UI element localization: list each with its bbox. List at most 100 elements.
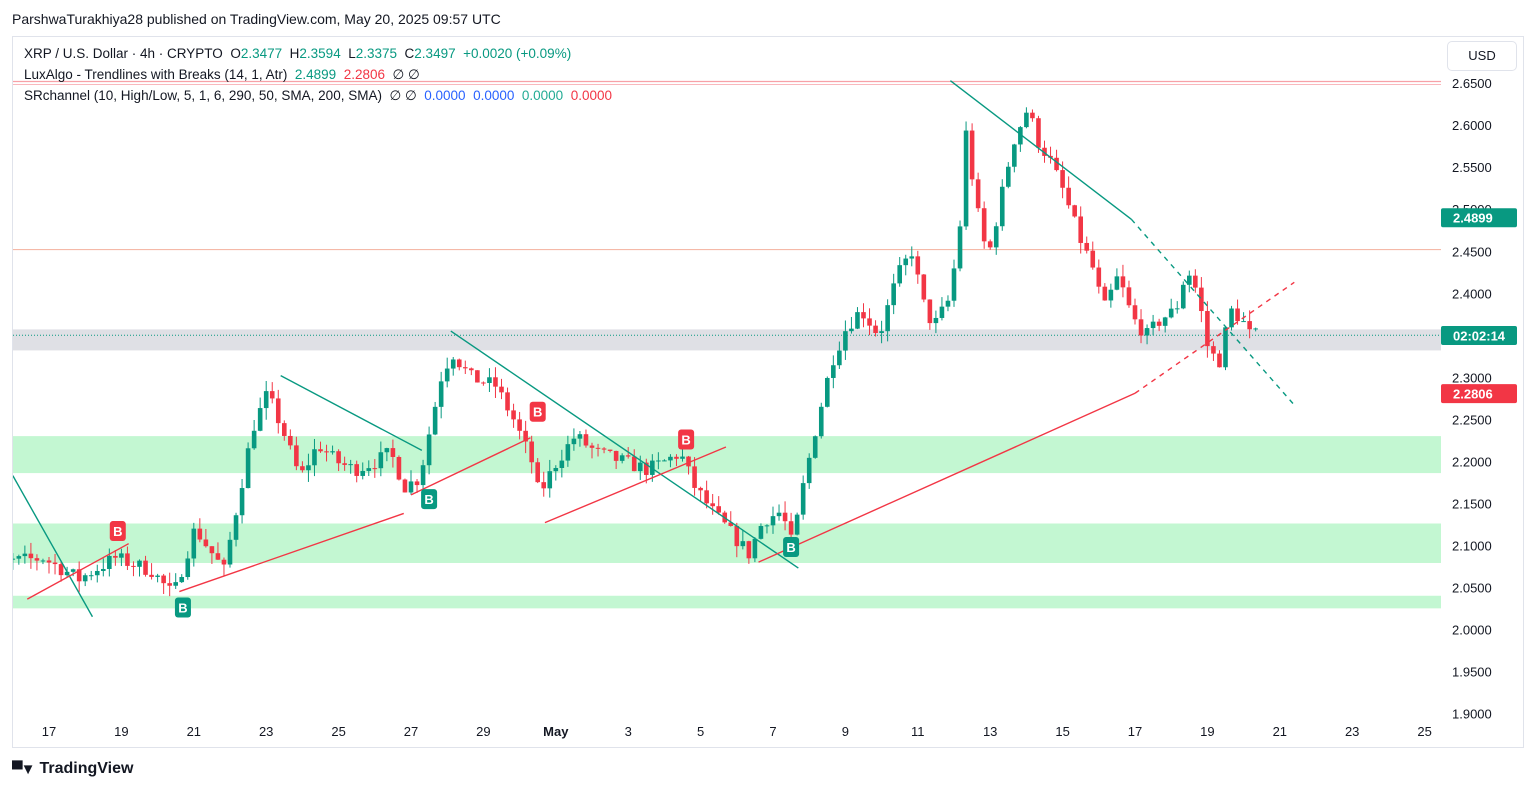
candle-body: [94, 570, 100, 576]
candle-body: [915, 256, 921, 275]
currency-button[interactable]: USD: [1447, 41, 1517, 71]
candle: [861, 303, 866, 328]
candle: [559, 449, 565, 478]
candle-body: [764, 525, 770, 527]
candle-body: [879, 331, 884, 333]
candle: [1030, 109, 1035, 122]
candle: [275, 389, 281, 434]
candle: [1205, 301, 1210, 358]
candle: [1036, 115, 1041, 153]
candle: [710, 494, 715, 515]
break-label-box: [109, 521, 126, 542]
candle: [891, 273, 896, 315]
candle: [131, 561, 136, 577]
candle: [113, 550, 118, 566]
candle-body: [499, 386, 504, 393]
candle-body: [336, 451, 341, 464]
candle: [1150, 314, 1156, 336]
candle: [843, 320, 848, 360]
trendlines: [13, 80, 1295, 618]
indicator1-name[interactable]: LuxAlgo - Trendlines with Breaks (14, 1,…: [24, 67, 288, 82]
candle: [1199, 277, 1204, 323]
candle: [565, 435, 571, 467]
candle: [173, 573, 178, 589]
candle-body: [1180, 284, 1186, 309]
candle-body: [149, 574, 154, 577]
candle: [571, 428, 577, 451]
x-tick-label: 23: [1345, 724, 1359, 739]
candle-body: [16, 556, 22, 559]
indicator2-name[interactable]: SRchannel (10, High/Low, 5, 1, 6, 290, 5…: [24, 88, 382, 103]
candle: [951, 259, 957, 307]
candle-body: [595, 447, 601, 449]
candle: [619, 453, 625, 464]
price-tag-box: [1441, 384, 1517, 404]
candle: [782, 501, 788, 531]
candle: [601, 447, 607, 454]
chart-frame[interactable]: [12, 36, 1524, 748]
candle: [945, 295, 951, 312]
candle: [788, 512, 794, 542]
y-tick-label: 2.3000: [1452, 370, 1492, 385]
candle: [1162, 316, 1168, 333]
legend-h-label: H: [289, 46, 300, 61]
legend-change: +0.0020 (+0.09%): [463, 46, 572, 61]
candle: [1144, 324, 1150, 345]
candle: [933, 310, 939, 334]
candle: [1187, 270, 1192, 293]
candle-body: [119, 553, 124, 558]
legend-indicator-2[interactable]: SRchannel (10, High/Low, 5, 1, 6, 290, 5…: [24, 88, 612, 104]
candle-body: [245, 448, 251, 489]
candle: [595, 443, 601, 457]
trendline-9: [758, 392, 1136, 563]
candle-body: [993, 226, 999, 248]
candle: [921, 273, 927, 303]
candle-body: [64, 571, 70, 576]
candle: [336, 449, 341, 472]
x-tick-label: 3: [625, 724, 632, 739]
publisher-line: ParshwaTurakhiya28 published on TradingV…: [12, 11, 501, 27]
candle: [384, 447, 390, 462]
candle: [885, 299, 890, 342]
legend-o-label: O: [230, 46, 241, 61]
candle: [101, 558, 106, 577]
candle-body: [758, 526, 764, 539]
footer-brand-label: TradingView: [39, 760, 134, 777]
candle: [137, 559, 142, 577]
candle-body: [855, 312, 860, 329]
candle: [1102, 283, 1108, 301]
candle: [469, 367, 474, 376]
candle-body: [450, 359, 456, 369]
candle-body: [366, 468, 372, 471]
candlestick-series: [0, 107, 1258, 597]
legend-symbol[interactable]: XRP / U.S. Dollar · 4h · CRYPTO: [24, 46, 223, 61]
candle-body: [288, 435, 293, 446]
candle-body: [82, 575, 88, 582]
candle-body: [1078, 216, 1083, 243]
candle: [438, 371, 444, 419]
candle-body: [155, 575, 160, 577]
candle-body: [1168, 308, 1174, 318]
footer-brand[interactable]: ▀▼ TradingView: [12, 760, 133, 778]
candle-body: [481, 382, 486, 384]
indicator2-value-1: 0.0000: [424, 88, 466, 103]
legend-indicator-1[interactable]: LuxAlgo - Trendlines with Breaks (14, 1,…: [24, 67, 420, 83]
candle: [94, 564, 100, 583]
candle: [704, 480, 709, 509]
candle: [155, 573, 160, 583]
price-tag-1: 02:02:14: [1441, 326, 1517, 346]
candle-body: [668, 456, 673, 461]
candle: [0, 554, 3, 565]
candle-body: [873, 325, 878, 333]
candle: [342, 456, 347, 471]
candle-body: [1006, 166, 1011, 187]
candle-body: [1036, 118, 1041, 148]
candle-body: [644, 462, 649, 475]
y-tick-label: 2.0500: [1452, 580, 1492, 595]
candle: [191, 522, 197, 567]
indicator1-value-1: 2.4899: [294, 67, 337, 82]
tradingview-logo-icon: ▀▼: [12, 760, 36, 778]
candle-body: [1174, 308, 1180, 310]
candle-body: [414, 481, 420, 486]
